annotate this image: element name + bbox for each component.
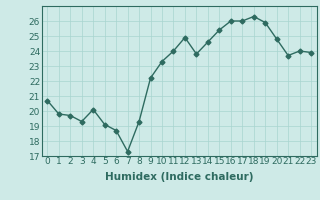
X-axis label: Humidex (Indice chaleur): Humidex (Indice chaleur): [105, 172, 253, 182]
